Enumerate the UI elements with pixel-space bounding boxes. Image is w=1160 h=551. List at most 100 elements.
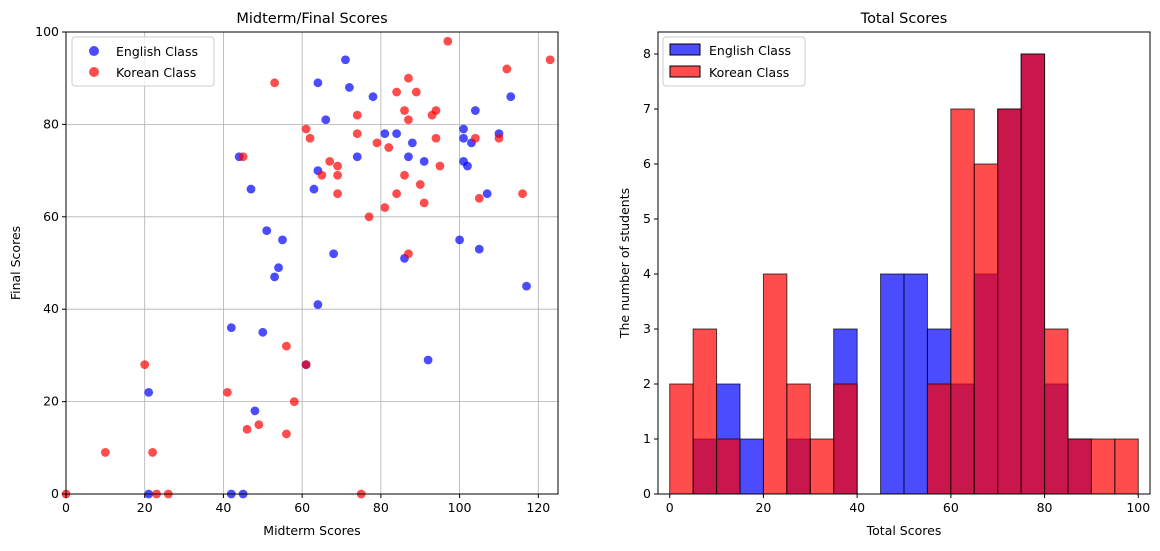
korean-class-point	[494, 133, 504, 143]
korean-class-bar	[716, 438, 741, 495]
korean-class-point	[404, 249, 413, 259]
english-class-point	[470, 106, 480, 115]
korean-class-bar	[833, 383, 858, 495]
english-class-point	[368, 92, 378, 102]
scatter-ytick-label: 0	[51, 486, 59, 501]
scatter-ytick-label: 60	[43, 209, 59, 224]
scatter-xtick-label: 120	[526, 500, 550, 515]
korean-class-point	[254, 420, 264, 430]
korean-class-bar	[1044, 328, 1069, 495]
korean-class-point	[392, 87, 402, 97]
scatter-ytick-label: 20	[43, 394, 59, 409]
korean-class-point	[270, 78, 280, 88]
histogram-legend-swatch-korean	[669, 65, 701, 78]
korean-class-point	[415, 180, 425, 189]
korean-class-bar	[1020, 53, 1046, 495]
korean-class-point	[470, 133, 480, 143]
korean-class-point	[431, 133, 441, 143]
scatter-frame	[65, 31, 559, 495]
english-class-point	[506, 92, 516, 102]
korean-class-point	[518, 189, 527, 199]
korean-class-point	[364, 212, 374, 222]
english-class-point	[321, 115, 331, 125]
scatter-xtick-label: 60	[294, 500, 310, 515]
korean-class-point	[242, 424, 252, 434]
scatter-xtick-label: 20	[137, 500, 153, 515]
korean-class-point	[282, 429, 291, 439]
scatter-ytick-label: 100	[35, 24, 59, 39]
korean-class-bar	[692, 328, 718, 495]
korean-class-point	[333, 170, 342, 180]
histogram-ytick-label: 2	[643, 376, 651, 391]
scatter-legend: English Class Korean Class	[71, 36, 215, 87]
korean-class-point	[384, 143, 394, 152]
histogram-ticks: 0 20 40 60 80 100 0 1 2 3 4 5 6 7 8	[643, 46, 1150, 515]
korean-class-point	[372, 138, 382, 148]
korean-class-bar	[997, 108, 1022, 495]
korean-class-bar	[950, 108, 975, 495]
english-class-point	[423, 355, 433, 365]
scatter-xtick-label: 100	[448, 500, 472, 515]
scatter-grid	[65, 31, 558, 495]
histogram-legend-english: English Class	[709, 43, 791, 58]
scatter-xtick-label: 40	[215, 500, 231, 515]
english-class-bar	[903, 273, 928, 495]
korean-class-point	[333, 161, 342, 171]
english-class-point	[459, 124, 468, 134]
korean-class-point	[317, 170, 327, 180]
english-class-point	[380, 129, 390, 139]
korean-class-point	[502, 64, 512, 74]
scatter-ytick-label: 80	[43, 116, 59, 131]
english-class-point	[313, 300, 323, 309]
english-class-point	[274, 263, 283, 273]
scatter-xtick-label: 80	[373, 500, 389, 515]
korean-class-point	[545, 55, 555, 65]
histogram-xtick-label: 20	[755, 500, 771, 515]
korean-class-point	[352, 110, 362, 120]
english-class-point	[407, 138, 417, 148]
korean-class-point	[392, 189, 402, 199]
korean-class-point	[305, 133, 315, 143]
english-class-point	[250, 406, 260, 416]
scatter-points	[61, 36, 555, 499]
histogram-legend-swatch-english	[669, 43, 701, 56]
korean-class-point	[419, 198, 429, 208]
english-class-point	[341, 55, 350, 65]
korean-class-point	[404, 73, 413, 83]
english-class-point	[262, 226, 272, 236]
histogram-ytick-label: 5	[643, 211, 651, 226]
korean-class-bar	[1114, 438, 1139, 495]
histogram-legend: English Class Korean Class	[662, 36, 806, 87]
histogram-legend-korean: Korean Class	[709, 65, 789, 80]
scatter-legend-korean: Korean Class	[116, 65, 196, 80]
english-class-point	[404, 152, 413, 162]
histogram-chart: Total Scores 0 20 40 60 80 100 0 1 2 3 4 5 6 7 8 Total…	[617, 11, 1151, 538]
english-class-bar	[739, 438, 764, 495]
english-class-point	[144, 387, 154, 397]
korean-class-point	[325, 156, 335, 166]
histogram-ytick-label: 1	[643, 431, 651, 446]
korean-class-point	[301, 360, 311, 370]
korean-class-point	[380, 203, 390, 212]
histogram-ytick-label: 6	[643, 156, 651, 171]
histogram-ytick-label: 0	[643, 486, 651, 501]
english-class-point	[463, 161, 472, 171]
histogram-frame	[657, 31, 1151, 495]
scatter-ylabel: Final Scores	[8, 226, 23, 300]
korean-class-point	[443, 36, 453, 46]
korean-class-point	[222, 387, 232, 397]
korean-class-point	[282, 341, 291, 351]
korean-class-point	[140, 360, 150, 370]
korean-class-point	[404, 115, 413, 125]
english-class-bar	[880, 273, 905, 495]
english-class-point	[482, 189, 492, 199]
histogram-title: Total Scores	[860, 11, 948, 27]
english-class-point	[313, 78, 323, 88]
histogram-ytick-label: 8	[643, 46, 651, 61]
scatter-legend-marker-english	[89, 46, 99, 56]
korean-class-point	[238, 152, 248, 162]
english-class-point	[270, 272, 280, 282]
histogram-xtick-label: 100	[1126, 500, 1150, 515]
scatter-title: Midterm/Final Scores	[236, 11, 387, 27]
english-class-point	[344, 83, 354, 92]
